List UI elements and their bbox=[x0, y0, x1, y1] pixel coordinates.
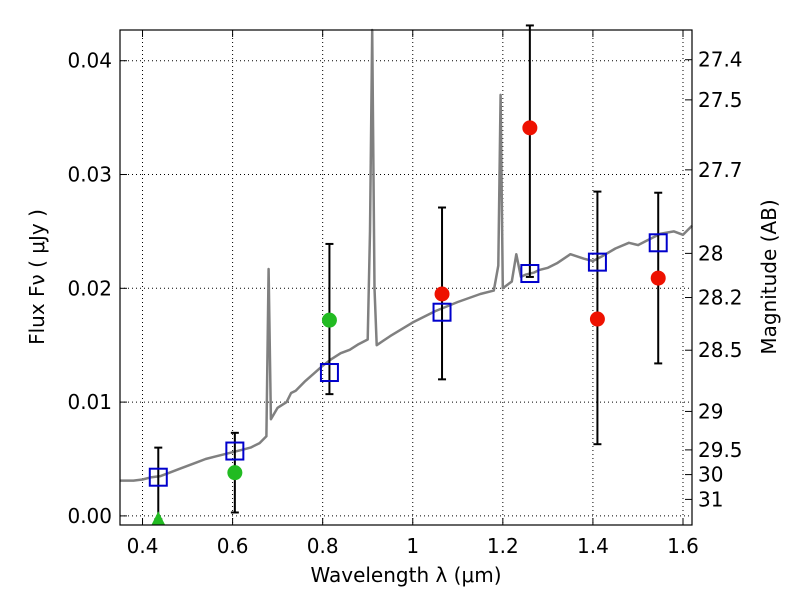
plot-frame bbox=[119, 29, 693, 526]
y-tick-label: 0.03 bbox=[67, 163, 112, 187]
y2-tick-label: 27.5 bbox=[698, 88, 743, 112]
nearir-data-point bbox=[522, 120, 538, 136]
y2-tick-label: 29.5 bbox=[698, 438, 743, 462]
y2-tick-label: 28.2 bbox=[698, 286, 743, 310]
model-photometry-square bbox=[520, 264, 540, 284]
axis-ticks bbox=[120, 30, 692, 525]
nearir-data-point bbox=[650, 270, 666, 286]
y-tick-label: 0.04 bbox=[67, 49, 112, 73]
y2-tick-label: 28.5 bbox=[698, 338, 743, 362]
nearir-data-point bbox=[434, 286, 450, 302]
y2-tick-label: 31 bbox=[698, 487, 723, 511]
x-tick-label: 0.8 bbox=[307, 534, 339, 558]
y2-tick-label: 27.7 bbox=[698, 158, 743, 182]
x-tick-label: 1.2 bbox=[487, 534, 519, 558]
model-photometry-square bbox=[587, 252, 607, 272]
x-tick-label: 0.6 bbox=[217, 534, 249, 558]
x-tick-label: 0.4 bbox=[127, 534, 159, 558]
x-axis-title: Wavelength λ (μm) bbox=[310, 563, 501, 587]
y-tick-label: 0.02 bbox=[67, 276, 112, 300]
y-tick-label: 0.01 bbox=[67, 390, 112, 414]
y2-tick-label: 29 bbox=[698, 399, 723, 423]
x-tick-label: 1 bbox=[406, 534, 419, 558]
optical-data-point bbox=[321, 312, 337, 328]
x-tick-label: 1.4 bbox=[577, 534, 609, 558]
model-photometry-square bbox=[319, 363, 339, 383]
nearir-data-point bbox=[589, 311, 605, 327]
y2-axis-title: Magnitude (AB) bbox=[757, 199, 781, 354]
y-axis-title: Flux Fν ( μJy ) bbox=[25, 209, 49, 345]
upper-limit-triangle bbox=[151, 511, 166, 526]
model-photometry-square bbox=[148, 467, 168, 487]
y-tick-label: 0.00 bbox=[67, 504, 112, 528]
y2-tick-label: 27.4 bbox=[698, 48, 743, 72]
y2-tick-label: 30 bbox=[698, 463, 723, 487]
model-photometry-square bbox=[648, 233, 668, 253]
tick-labels: 0.4 0.6 0.8 1 1.2 1.4 1.6 0.00 0.01 0.02 0.03 0.04 2… bbox=[67, 48, 742, 558]
x-tick-label: 1.6 bbox=[667, 534, 699, 558]
optical-data-point bbox=[227, 465, 243, 481]
y2-tick-label: 28 bbox=[698, 241, 723, 265]
errorbar bbox=[525, 24, 534, 278]
markers-layer bbox=[148, 120, 668, 526]
model-photometry-square bbox=[432, 302, 452, 322]
model-photometry-square bbox=[225, 441, 245, 461]
